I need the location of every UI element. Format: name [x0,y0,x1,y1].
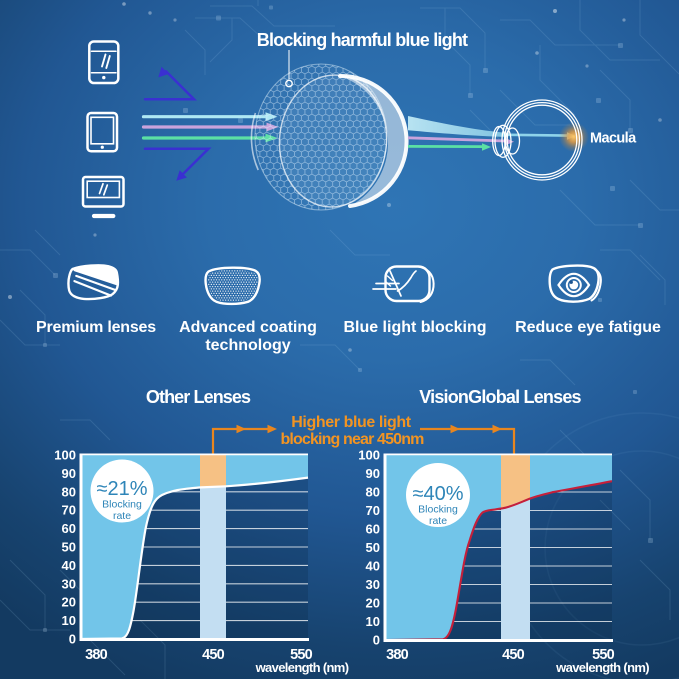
svg-text:50: 50 [366,540,380,555]
svg-text:20: 20 [366,596,380,611]
svg-text:90: 90 [366,466,380,481]
svg-text:90: 90 [62,466,76,481]
svg-text:10: 10 [62,613,76,628]
svg-text:Blue light blocking: Blue light blocking [343,319,486,336]
svg-text:40: 40 [62,558,76,573]
svg-text:Blocking: Blocking [102,499,142,511]
svg-text:450: 450 [502,647,525,663]
svg-text:450: 450 [202,647,225,663]
svg-text:technology: technology [205,337,290,354]
svg-text:80: 80 [62,484,76,499]
svg-text:VisionGlobal Lenses: VisionGlobal Lenses [419,387,581,407]
svg-text:10: 10 [366,614,380,629]
svg-text:blocking near 450nm: blocking near 450nm [280,431,424,448]
svg-text:rate: rate [113,510,131,522]
svg-text:Reduce eye fatigue: Reduce eye fatigue [515,319,661,336]
svg-text:0: 0 [69,632,76,647]
svg-text:rate: rate [429,515,447,527]
svg-text:50: 50 [62,540,76,555]
svg-text:380: 380 [386,647,409,663]
svg-text:≈21%: ≈21% [96,478,147,500]
svg-text:wavelength (nm): wavelength (nm) [555,660,649,675]
svg-text:Blocking: Blocking [418,504,458,516]
svg-text:20: 20 [62,595,76,610]
svg-text:550: 550 [592,647,615,663]
svg-text:0: 0 [373,633,380,648]
svg-text:70: 70 [62,503,76,518]
svg-text:70: 70 [366,503,380,518]
svg-text:Higher blue light: Higher blue light [291,414,411,431]
svg-text:30: 30 [62,576,76,591]
svg-text:≈40%: ≈40% [412,483,463,505]
svg-text:60: 60 [62,521,76,536]
svg-text:40: 40 [366,559,380,574]
svg-text:Macula: Macula [590,131,637,147]
svg-text:Other Lenses: Other Lenses [146,387,251,407]
svg-text:Advanced coating: Advanced coating [179,319,317,336]
svg-text:550: 550 [290,647,313,663]
svg-text:wavelength (nm): wavelength (nm) [255,660,349,675]
svg-text:100: 100 [54,448,76,463]
svg-text:Premium lenses: Premium lenses [36,319,156,336]
svg-text:30: 30 [366,577,380,592]
svg-text:100: 100 [358,448,380,463]
svg-text:Blocking harmful blue light: Blocking harmful blue light [257,30,468,50]
svg-text:80: 80 [366,485,380,500]
svg-text:60: 60 [366,522,380,537]
svg-text:380: 380 [85,647,108,663]
